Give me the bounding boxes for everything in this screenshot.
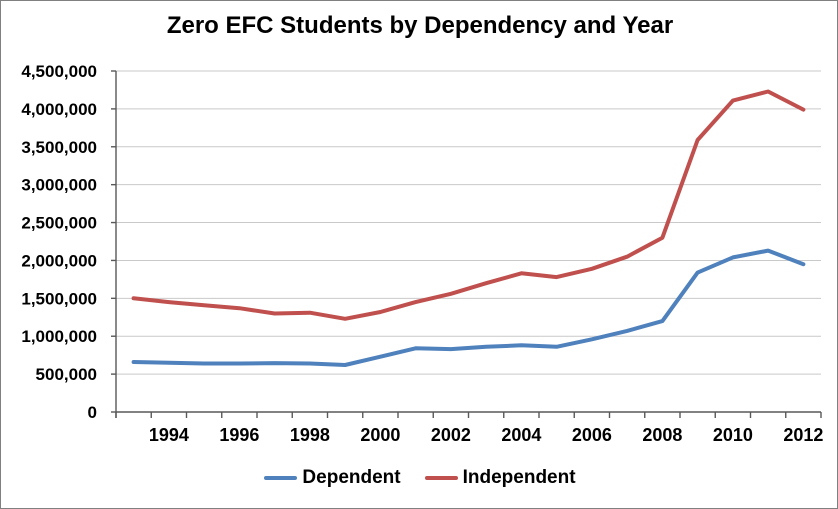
legend-label-independent: Independent	[462, 467, 576, 488]
y-tick-label: 0	[88, 403, 97, 422]
y-tick-label: 500,000	[36, 365, 97, 384]
y-tick-label: 1,000,000	[21, 327, 97, 346]
dependent-line-swatch-icon	[264, 476, 298, 480]
x-tick-label: 2002	[431, 425, 471, 445]
x-tick-label: 2010	[713, 425, 753, 445]
independent-line-swatch-icon	[424, 476, 458, 480]
legend-item-dependent: Dependent	[264, 467, 401, 489]
y-tick-label: 3,000,000	[21, 176, 97, 195]
chart-title: Zero EFC Students by Dependency and Year	[166, 12, 674, 39]
x-tick-label: 1996	[219, 425, 259, 445]
series-line-independent	[131, 89, 806, 321]
legend: Dependent Independent	[1, 467, 837, 489]
x-tick-label: 2008	[642, 425, 682, 445]
y-tick-label: 4,000,000	[21, 100, 97, 119]
x-tick-label: 2004	[501, 425, 541, 445]
y-tick-label: 1,500,000	[21, 289, 97, 308]
x-tick-label: 2006	[572, 425, 612, 445]
y-tick-label: 2,500,000	[21, 214, 97, 233]
series-line-dependent	[131, 248, 806, 367]
x-tick-label: 2012	[783, 425, 823, 445]
plot-area: 4,500,000 4,000,000 3,500,000 3,000,000 2,50…	[21, 62, 823, 445]
x-tick-label: 1994	[149, 425, 189, 445]
legend-item-independent: Independent	[424, 467, 576, 489]
legend-label-dependent: Dependent	[302, 467, 401, 488]
x-tick-label: 2000	[360, 425, 400, 445]
y-tick-label: 2,000,000	[21, 251, 97, 270]
y-tick-label: 3,500,000	[21, 138, 97, 157]
y-tick-label: 4,500,000	[21, 62, 97, 81]
x-tick-label: 1998	[290, 425, 330, 445]
